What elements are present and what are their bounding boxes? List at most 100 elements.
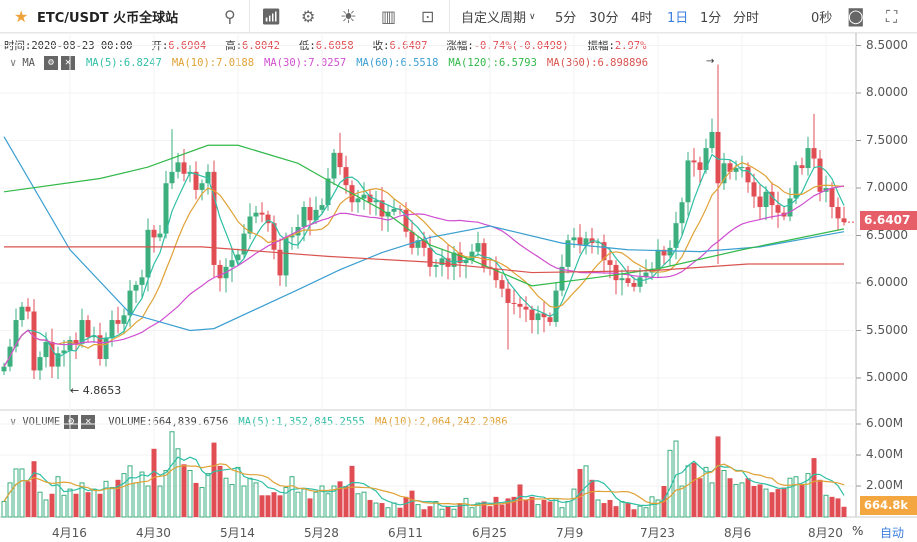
- candle-body: [517, 303, 523, 307]
- candle-body: [577, 237, 583, 245]
- camera-icon[interactable]: ◙: [847, 6, 865, 27]
- volume-bar: [469, 507, 475, 518]
- symbol-title[interactable]: ETC/USDT 火币全球站: [37, 0, 178, 33]
- fullscreen-icon[interactable]: ⛶: [886, 6, 898, 26]
- theme-icon[interactable]: ☀: [340, 5, 358, 28]
- period-timeline[interactable]: 分时: [733, 11, 760, 26]
- volume-bar: [241, 485, 247, 518]
- low-marker: ← 4.8653: [70, 384, 122, 397]
- candle-body: [259, 212, 265, 215]
- volume-bar: [481, 501, 487, 517]
- candle-body: [793, 165, 799, 199]
- candle-body: [709, 131, 715, 149]
- volume-bar: [511, 496, 517, 517]
- candle-body: [325, 178, 331, 206]
- toolbar: ★ ETC/USDT 火币全球站 ⚲ 📶︎ ⚙ ☀ ▥ ⊡ 自定义周期 ∨ 5分 …: [0, 0, 917, 33]
- ma-legend: ∨ MA ⚙ ✕ MA(5):6.8247 MA(10):7.0188 MA(30):…: [10, 56, 658, 70]
- volume-collapse-chevron-icon[interactable]: ∨: [10, 416, 17, 428]
- candle-body: [1, 366, 7, 372]
- volume-bar: [313, 491, 319, 518]
- volume-bar: [331, 485, 337, 518]
- volume-bar: [85, 492, 91, 517]
- volume-bar: [763, 488, 769, 518]
- candle-body: [481, 243, 487, 267]
- period-30m[interactable]: 30分: [589, 11, 619, 26]
- volume-bar: [523, 499, 529, 517]
- volume-bar: [127, 465, 133, 518]
- volume-bar: [703, 466, 709, 518]
- candle-body: [673, 223, 679, 248]
- collapse-chevron-icon[interactable]: ∨: [10, 57, 17, 69]
- search-icon[interactable]: ⚲: [224, 7, 236, 26]
- candle-body: [103, 338, 109, 359]
- volume-bar: [49, 493, 55, 517]
- candle-body: [229, 260, 235, 267]
- candle-body: [661, 249, 667, 256]
- volume-bar: [217, 465, 223, 517]
- volume-bar: [277, 495, 283, 517]
- candle-body: [409, 231, 415, 248]
- candle-body: [271, 223, 277, 250]
- candle-body: [691, 160, 697, 163]
- candle-body: [511, 302, 517, 304]
- price-tick-label: 6.5000: [866, 227, 908, 242]
- layout-icon[interactable]: ▥: [381, 7, 397, 26]
- volume-bar: [583, 465, 589, 518]
- period-5m[interactable]: 5分: [555, 11, 577, 26]
- period-1m[interactable]: 1分: [700, 11, 722, 26]
- ma-settings-icon[interactable]: ⚙: [43, 56, 58, 70]
- volume-bar: [613, 506, 619, 517]
- candle-body: [787, 198, 793, 217]
- volume-bar: [283, 487, 289, 518]
- indicator-icon[interactable]: 📶︎: [261, 7, 282, 26]
- volume-settings-icon[interactable]: ⚙: [64, 415, 79, 429]
- candle-body: [631, 283, 637, 287]
- date-tick-label: 6月11: [388, 526, 423, 540]
- price-tick-label: 6.0000: [866, 275, 908, 289]
- symbol: ETC/USDT: [37, 11, 109, 26]
- depth-chart-icon[interactable]: ⊡: [421, 7, 435, 26]
- date-tick-label: 5月28: [304, 526, 339, 540]
- volume-bar: [517, 484, 523, 517]
- candle-body: [139, 277, 145, 285]
- auto-scale-toggle[interactable]: 自动: [880, 526, 905, 540]
- volume-bar: [433, 501, 439, 518]
- ma-legend-item: MA(30):7.0257: [264, 57, 347, 69]
- period-1d[interactable]: 1日: [667, 11, 689, 26]
- candle-body: [163, 183, 169, 234]
- countdown: 0秒: [811, 11, 833, 26]
- settings-icon[interactable]: ⚙: [301, 7, 316, 26]
- period-4h[interactable]: 4时: [631, 11, 653, 26]
- volume-bar: [169, 431, 175, 518]
- volume-bar: [19, 468, 25, 518]
- custom-period-dropdown[interactable]: 自定义周期 ∨: [461, 0, 536, 33]
- candle-body: [817, 158, 823, 192]
- volume-bar: [151, 448, 157, 517]
- volume-title: VOLUME: [22, 416, 61, 428]
- candle-body: [85, 320, 91, 338]
- volume-bar: [643, 507, 649, 518]
- candle-body: [601, 242, 607, 261]
- candle-body: [415, 240, 421, 248]
- volume-bar: [91, 488, 97, 518]
- volume-bar: [397, 507, 403, 517]
- volume-bar: [637, 505, 643, 518]
- volume-bar: [205, 473, 211, 518]
- ma-close-icon[interactable]: ✕: [60, 56, 75, 70]
- candle-body: [529, 309, 535, 321]
- favorite-star-icon[interactable]: ★: [14, 7, 29, 26]
- date-tick-label: 8月6: [724, 526, 752, 540]
- candle-body: [235, 254, 241, 261]
- candle-body: [619, 278, 625, 281]
- percent-toggle[interactable]: %: [852, 524, 864, 538]
- candle-body: [247, 216, 253, 234]
- volume-bar: [145, 485, 151, 518]
- volume-close-icon[interactable]: ✕: [81, 415, 96, 429]
- price-tick-label: 7.5000: [866, 132, 908, 147]
- candle-body: [805, 148, 811, 169]
- candle-body: [565, 240, 571, 267]
- volume-bar: [349, 465, 355, 517]
- candle-body: [553, 290, 559, 322]
- volume-bar: [421, 509, 427, 517]
